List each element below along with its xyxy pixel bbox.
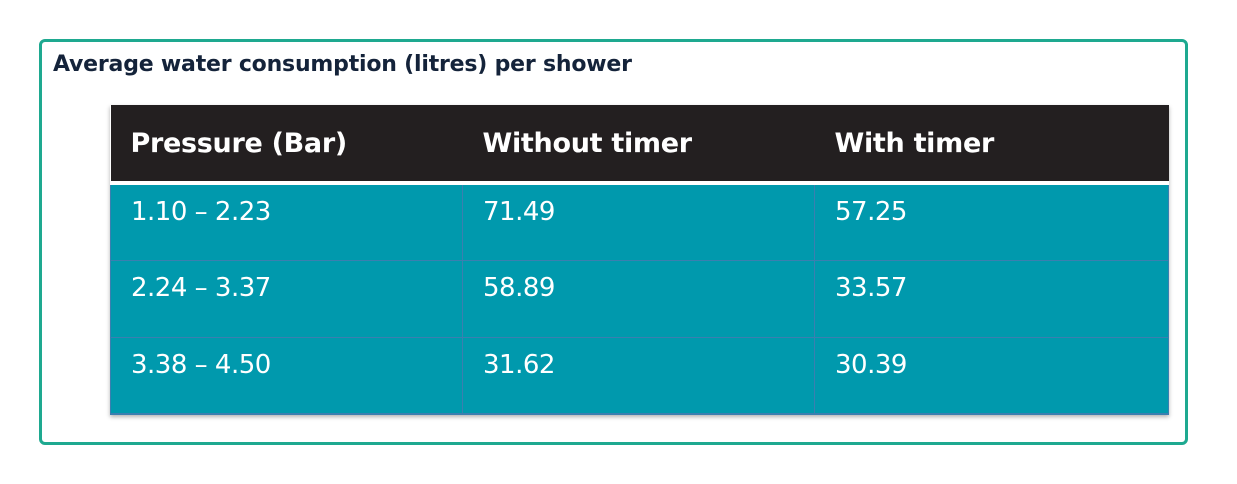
table-cell: 31.62	[462, 336, 815, 415]
table-cell: 71.49	[462, 182, 815, 261]
data-table: Pressure (Bar) Without timer With timer 1.…	[110, 105, 1169, 415]
header-row: Pressure (Bar) Without timer With timer	[110, 105, 1169, 185]
table-row: 2.24 – 3.37 58.89 33.57	[110, 259, 1169, 338]
header-cell: Without timer	[462, 105, 815, 185]
frame	[39, 39, 1188, 445]
table-cell: 2.24 – 3.37	[110, 259, 463, 338]
table-cell: 33.57	[814, 259, 1169, 338]
table-cell: 58.89	[462, 259, 815, 338]
table-row: 3.38 – 4.50 31.62 30.39	[110, 336, 1169, 415]
table-body: 1.10 – 2.23 71.49 57.25 2.24 – 3.37 58.89 33.…	[110, 182, 1169, 415]
table-cell: 3.38 – 4.50	[110, 336, 463, 415]
table-row: 1.10 – 2.23 71.49 57.25	[110, 182, 1169, 261]
table-cell: 57.25	[814, 182, 1169, 261]
table-cell: 30.39	[814, 336, 1169, 415]
table-cell: 1.10 – 2.23	[110, 182, 463, 261]
title: Average water consumption (litres) per s…	[53, 52, 632, 77]
header-cell: With timer	[814, 105, 1169, 185]
header-cell: Pressure (Bar)	[110, 105, 463, 185]
